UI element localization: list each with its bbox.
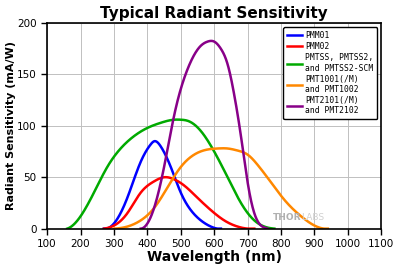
Title: Typical Radiant Sensitivity: Typical Radiant Sensitivity — [100, 6, 328, 21]
X-axis label: Wavelength (nm): Wavelength (nm) — [147, 251, 282, 264]
Text: THOR: THOR — [273, 214, 301, 222]
Y-axis label: Radiant Sensitivity (mA/W): Radiant Sensitivity (mA/W) — [6, 41, 16, 210]
Legend: PMM01, PMM02, PMTSS, PMTSS2,
and PMTSS2-SCM, PMT1001(/M)
and PMT1002, PMT2101(/M: PMM01, PMM02, PMTSS, PMTSS2, and PMTSS2-… — [283, 27, 377, 119]
Text: LABS: LABS — [301, 214, 324, 222]
